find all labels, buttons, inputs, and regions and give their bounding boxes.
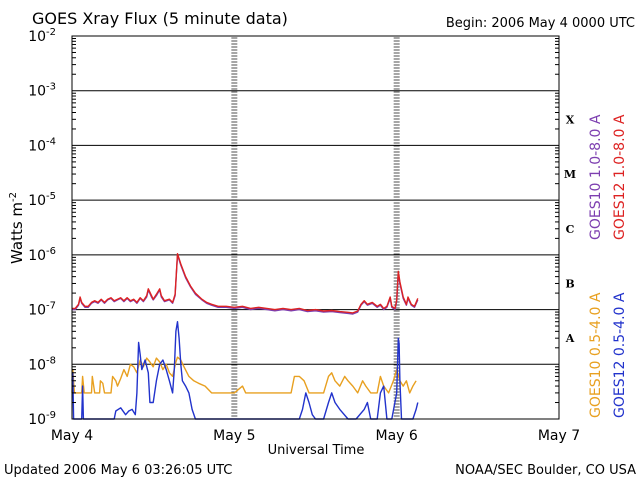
y-tick-label: 10-8: [28, 355, 56, 373]
x-tick-label: May 5: [213, 428, 255, 444]
legend-goes10-long: GOES10 1.0-8.0 A: [588, 114, 604, 240]
y-tick-label: 10-9: [28, 410, 56, 428]
chart-title: GOES Xray Flux (5 minute data): [32, 9, 288, 28]
x-tick-labels: May 4 May 5 May 6 May 7: [51, 428, 580, 444]
series-line-0: [72, 254, 419, 315]
plot-frame: [71, 35, 560, 420]
begin-label: Begin: 2006 May 4 0000 UTC: [446, 16, 635, 31]
series-line-2: [71, 356, 417, 394]
flare-class-label: X: [566, 113, 575, 126]
flare-class-labels: X M C B A: [564, 113, 576, 345]
x-tick-label: May 6: [376, 428, 418, 444]
series-lines: [71, 253, 419, 420]
y-tick-label: 10-4: [28, 136, 56, 154]
flare-class-label: B: [565, 277, 574, 290]
grid-lines: [72, 90, 559, 365]
y-tick-label: 10-7: [28, 301, 56, 319]
x-tick-label: May 4: [51, 428, 93, 444]
y-tick-label: 10-6: [28, 246, 56, 264]
credit: NOAA/SEC Boulder, CO USA: [455, 463, 636, 478]
series-line-3: [71, 321, 419, 420]
y-tick-label: 10-2: [28, 27, 56, 45]
series-line-1: [72, 253, 419, 314]
flare-class-label: C: [566, 223, 575, 236]
x-axis-label: Universal Time: [268, 443, 365, 458]
legend-goes10-short: GOES10 0.5-4.0 A: [588, 292, 604, 418]
legend-goes12-long: GOES12 1.0-8.0 A: [612, 114, 628, 240]
flare-class-label: M: [564, 168, 576, 181]
legend-goes12-short: GOES12 0.5-4.0 A: [612, 292, 628, 418]
flare-class-label: A: [565, 332, 575, 345]
y-tick-labels: 10-2 10-3 10-4 10-5 10-6 10-7 10-8 10-9: [28, 27, 56, 428]
x-tick-label: May 7: [538, 428, 580, 444]
y-tick-label: 10-5: [28, 191, 56, 209]
y-tick-label: 10-3: [28, 82, 56, 100]
updated-timestamp: Updated 2006 May 6 03:26:05 UTC: [4, 463, 232, 478]
y-tick-marks: [72, 38, 559, 404]
y-axis-label: Watts m-2: [8, 192, 26, 264]
day-boundary-ticks: [231, 37, 400, 417]
